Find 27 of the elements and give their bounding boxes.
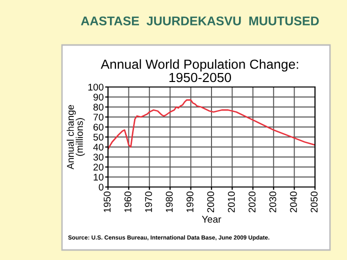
x-tick-label: 2040 — [290, 192, 297, 212]
y-axis-title: Annual change (millions) — [66, 104, 85, 170]
y-tick-label: 100 — [88, 84, 104, 91]
x-tick-label: 2000 — [207, 192, 214, 212]
x-tick-label: 2030 — [269, 192, 276, 212]
x-tick-label: 1990 — [186, 192, 194, 212]
x-tick-label: 1950 — [104, 192, 111, 212]
y-tick-label: 0 — [98, 184, 104, 191]
y-tick-label: 20 — [94, 164, 104, 171]
x-tick-label: 2010 — [228, 192, 235, 212]
y-tick-label: 60 — [94, 124, 104, 131]
x-tick-label: 1980 — [166, 192, 173, 212]
chart-title: AASTASE JUURDEKASVU MUUTUSED — [80, 16, 319, 26]
y-tick-label: 30 — [93, 154, 104, 161]
x-tick-label: 2020 — [248, 192, 256, 212]
chart-subtitle: Annual World Population Change: 1950-2050 — [100, 59, 298, 82]
y-tick-label: 80 — [93, 104, 104, 111]
y-tick-label: 40 — [93, 144, 104, 151]
y-tick-label: 50 — [93, 134, 104, 141]
y-tick-label: 10 — [94, 174, 104, 181]
line-series — [108, 99, 315, 150]
x-tick-label: 1960 — [124, 192, 132, 212]
x-tick-label: 1970 — [145, 192, 152, 212]
y-tick-label: 70 — [94, 114, 104, 121]
x-tick-label: 2050 — [310, 192, 318, 212]
x-axis-title: Year — [202, 216, 222, 223]
y-tick-label: 90 — [93, 94, 104, 101]
